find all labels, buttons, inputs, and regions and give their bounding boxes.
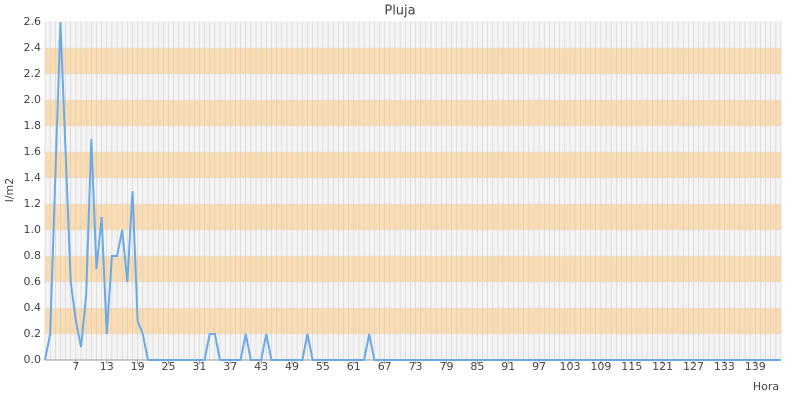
x-tick-label: 127 [683,360,704,373]
x-tick-label: 139 [745,360,766,373]
y-tick-label: 0.4 [24,301,42,314]
x-tick-label: 31 [192,360,206,373]
x-tick-label: 85 [470,360,484,373]
x-tick-label: 55 [316,360,330,373]
grid-band [45,48,781,74]
grid-band [45,308,781,334]
x-tick-label: 61 [347,360,361,373]
y-tick-label: 0.8 [24,249,42,262]
x-axis-label: Hora [753,380,779,393]
x-tick-label: 19 [131,360,145,373]
y-tick-label: 1.2 [24,197,42,210]
grid-band [45,204,781,230]
grid-band [45,256,781,282]
y-tick-label: 1.0 [24,223,42,236]
plot-background [45,22,781,360]
y-axis-label: l/m2 [3,178,16,202]
x-tick-label: 67 [378,360,392,373]
y-tick-label: 2.4 [24,41,42,54]
y-tick-label: 1.8 [24,119,42,132]
x-tick-label: 7 [72,360,79,373]
x-tick-label: 91 [501,360,515,373]
x-tick-label: 115 [621,360,642,373]
x-tick-label: 43 [254,360,268,373]
grid-band [45,152,781,178]
y-tick-label: 0.6 [24,275,42,288]
chart-title: Pluja [384,4,415,19]
data-line [44,21,781,361]
x-tick-label: 25 [162,360,176,373]
x-tick-label: 103 [559,360,580,373]
grid-band [45,100,781,126]
y-tick-label: 2.2 [24,67,42,80]
x-tick-label: 133 [714,360,735,373]
y-tick-label: 1.6 [24,145,42,158]
x-tick-label: 49 [285,360,299,373]
x-tick-label: 37 [223,360,237,373]
x-tick-label: 13 [100,360,114,373]
x-tick-label: 79 [439,360,453,373]
y-tick-label: 0.0 [24,353,42,366]
y-tick-label: 2.6 [24,15,42,28]
x-tick-label: 109 [590,360,611,373]
x-tick-label: 73 [409,360,423,373]
y-tick-label: 1.4 [24,171,42,184]
x-tick-label: 97 [532,360,546,373]
x-tick-label: 121 [652,360,673,373]
y-tick-label: 0.2 [24,327,42,340]
y-tick-label: 2.0 [24,93,42,106]
